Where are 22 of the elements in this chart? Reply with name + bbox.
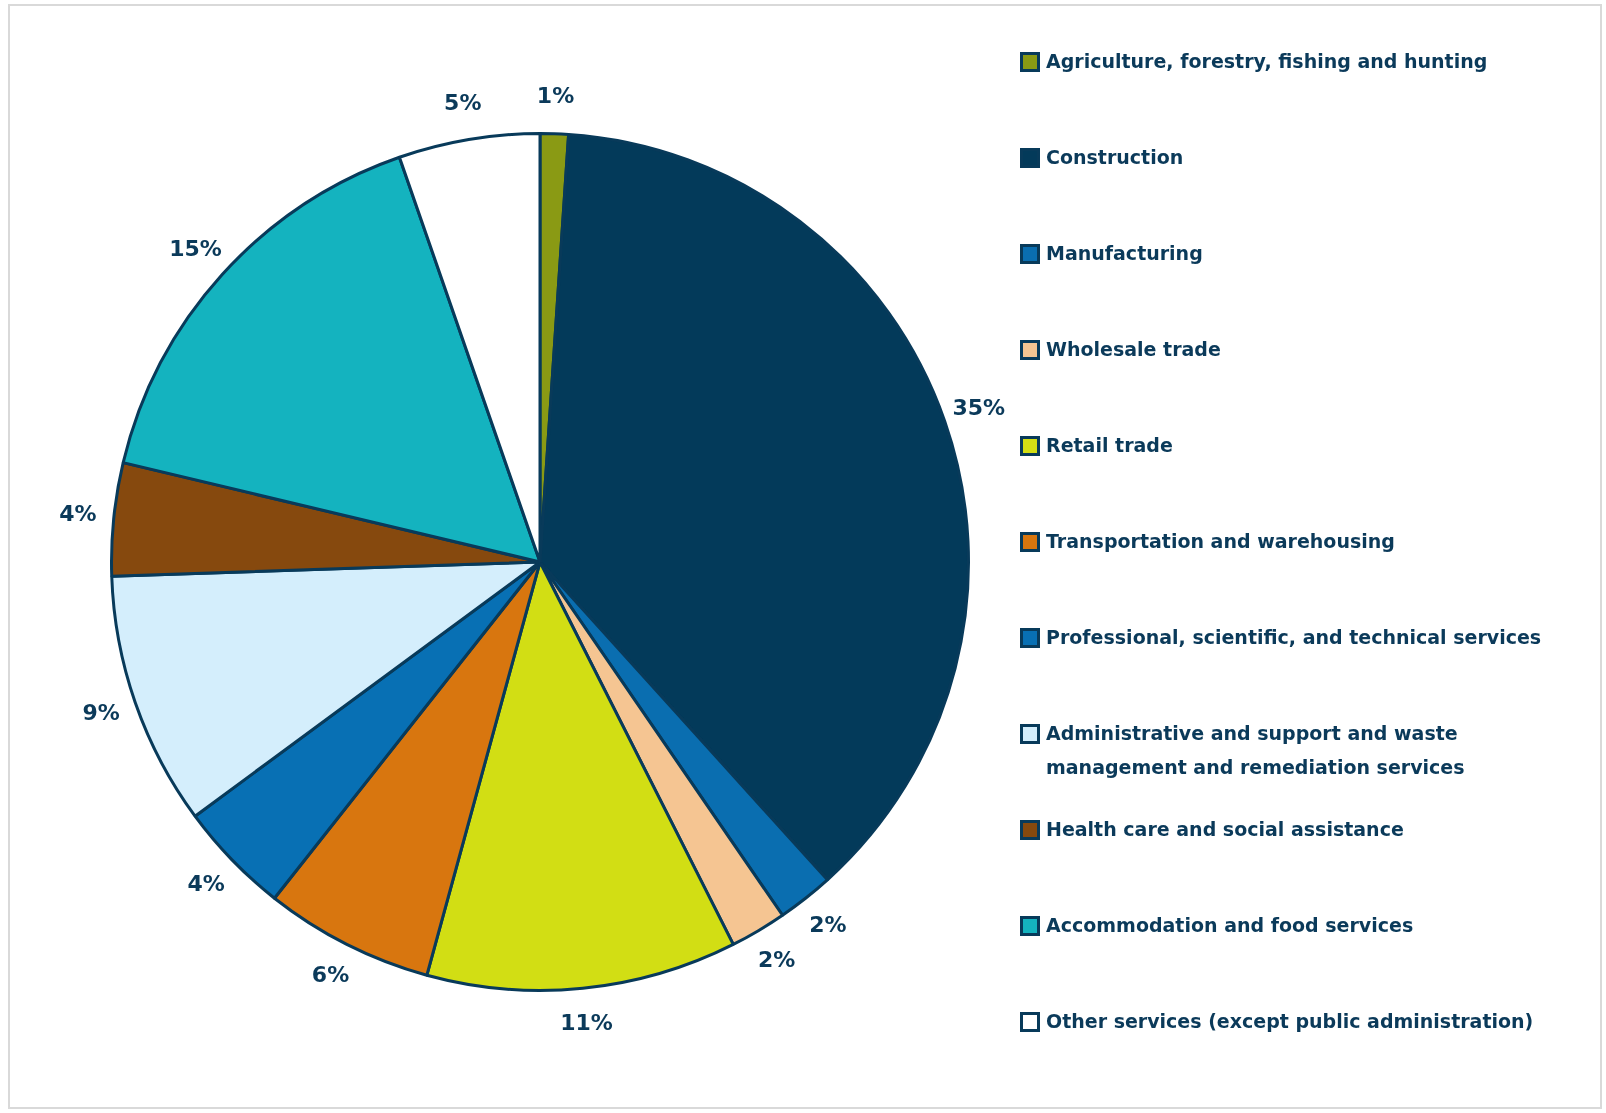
legend-label: Administrative and support and waste management and remediation services bbox=[1046, 721, 1466, 780]
data-label: 2% bbox=[758, 947, 796, 973]
data-label: 1% bbox=[536, 83, 575, 109]
legend-label: Agriculture, forestry, fishing and hunting bbox=[1046, 49, 1488, 74]
legend-label: Other services (except public administration) bbox=[1046, 1009, 1534, 1034]
legend-label: Construction bbox=[1046, 145, 1184, 170]
data-label: 6% bbox=[311, 962, 350, 988]
data-label: 15% bbox=[169, 236, 222, 262]
data-label: 4% bbox=[59, 501, 97, 527]
legend-label: Professional, scientific, and technical services bbox=[1046, 625, 1542, 650]
legend-label: Transportation and warehousing bbox=[1046, 529, 1395, 554]
data-label: 11% bbox=[560, 1009, 613, 1035]
data-label: 4% bbox=[187, 870, 225, 896]
data-label: 2% bbox=[809, 912, 847, 938]
legend-label: Wholesale trade bbox=[1046, 337, 1221, 362]
legend-label: Manufacturing bbox=[1046, 241, 1203, 266]
legend-label: Accommodation and food services bbox=[1046, 913, 1414, 938]
legend-label: Retail trade bbox=[1046, 433, 1173, 458]
data-label: 9% bbox=[82, 700, 120, 726]
data-label: 35% bbox=[952, 395, 1006, 421]
data-label: 5% bbox=[444, 89, 482, 115]
legend-label: Health care and social assistance bbox=[1046, 817, 1404, 842]
